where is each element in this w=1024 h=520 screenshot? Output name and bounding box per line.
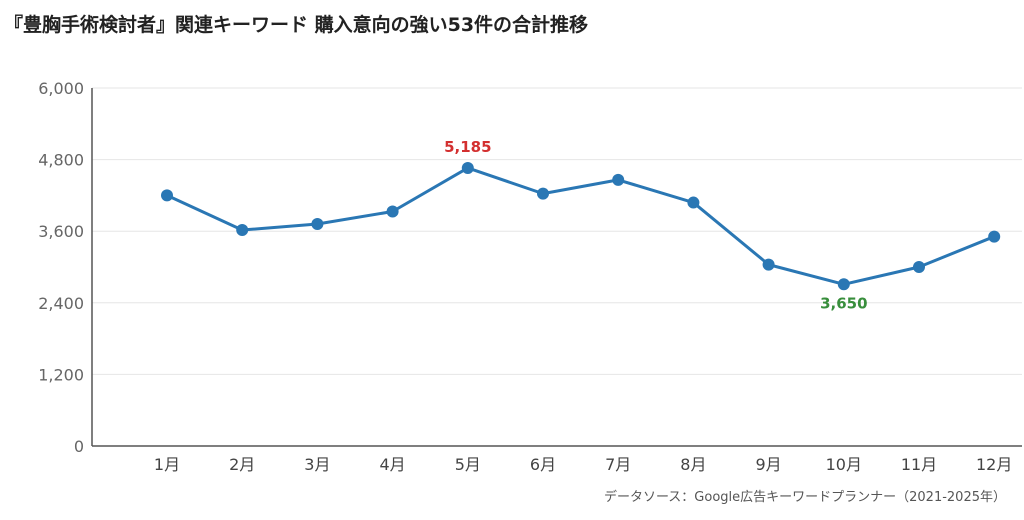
y-tick-label: 6,000 xyxy=(38,79,84,98)
data-point xyxy=(837,278,850,291)
annotations: 5,185 3,650 xyxy=(444,138,867,312)
y-tick-label: 0 xyxy=(74,437,84,456)
x-tick-label: 1月 xyxy=(154,455,180,474)
data-point xyxy=(687,196,700,209)
x-tick-label: 11月 xyxy=(901,455,937,474)
data-point xyxy=(612,173,625,186)
data-point xyxy=(386,205,399,218)
chart-title: 『豊胸手術検討者』関連キーワード 購入意向の強い53件の合計推移 xyxy=(4,14,589,36)
data-point xyxy=(311,218,324,231)
y-tick-label: 4,800 xyxy=(38,151,84,170)
x-tick-label: 9月 xyxy=(756,455,782,474)
data-point xyxy=(988,230,1001,243)
x-tick-label: 4月 xyxy=(380,455,406,474)
data-point xyxy=(537,187,549,200)
x-tick-label: 7月 xyxy=(605,455,631,474)
x-tick-label: 8月 xyxy=(680,455,706,474)
data-source-note: データソース：Google広告キーワードプランナー（2021-2025年） xyxy=(603,490,1006,505)
x-tick-label: 5月 xyxy=(455,455,481,474)
x-tick-label: 2月 xyxy=(229,455,255,474)
series-line xyxy=(165,166,996,286)
data-label: 5,185 xyxy=(444,138,491,156)
x-tick-label: 6月 xyxy=(530,455,556,474)
data-point xyxy=(161,189,173,202)
data-point xyxy=(913,261,925,273)
y-tick-label: 3,600 xyxy=(38,222,84,241)
y-tick-label: 1,200 xyxy=(38,365,84,384)
x-tick-labels: 1月 2月 3月 4月 5月 6月 7月 8月 9月 10月 11月 12月 xyxy=(154,455,1012,474)
data-point xyxy=(236,224,249,237)
x-tick-label: 3月 xyxy=(304,455,330,474)
data-point xyxy=(762,258,775,271)
data-point xyxy=(461,161,474,174)
x-tick-label: 12月 xyxy=(976,455,1012,474)
y-tick-label: 2,400 xyxy=(38,294,84,313)
y-tick-labels: 0 1,200 2,400 3,600 4,800 6,000 xyxy=(38,79,84,456)
grid-lines xyxy=(92,87,1022,375)
x-tick-label: 10月 xyxy=(826,455,862,474)
data-label: 3,650 xyxy=(820,294,867,312)
data-points xyxy=(161,161,1001,291)
